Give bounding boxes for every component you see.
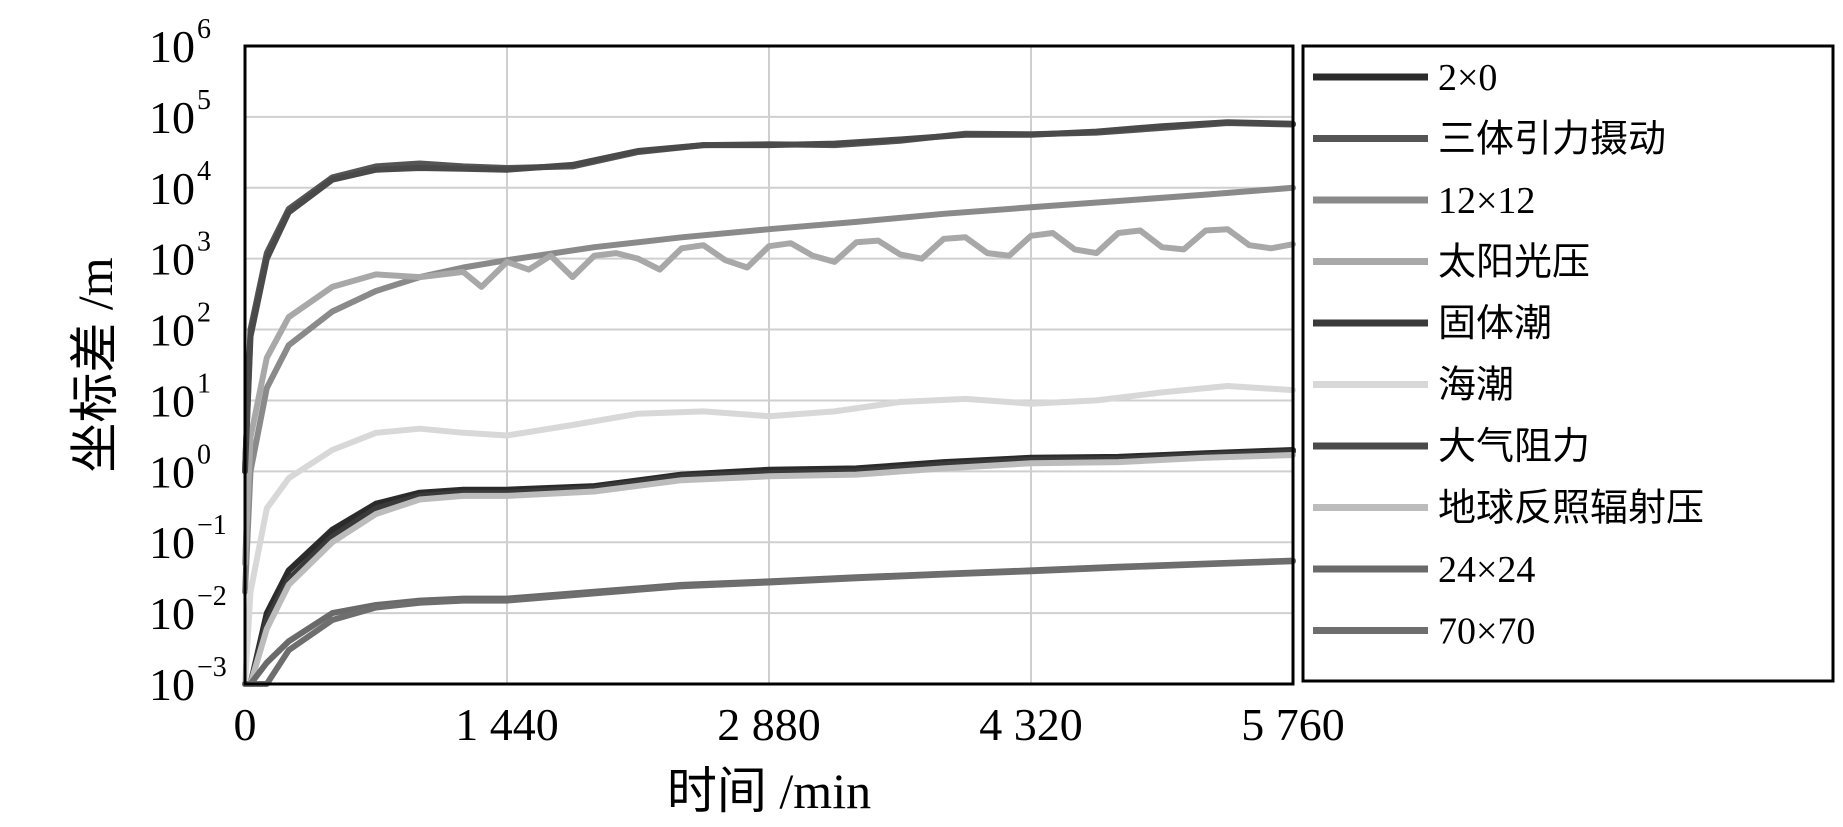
legend-frame <box>1301 44 1835 683</box>
legend-label: 24×24 <box>1438 549 1535 591</box>
y-tick-base: 10 <box>149 517 195 568</box>
y-tick-base: 10 <box>149 375 195 426</box>
legend-label: 海潮 <box>1438 365 1514 407</box>
x-tick-label: 5 760 <box>1241 699 1345 750</box>
y-tick-exponent: −1 <box>197 510 227 541</box>
y-tick-exponent: 5 <box>197 85 211 116</box>
series-line-4 <box>242 226 1296 567</box>
y-tick-base: 10 <box>149 234 195 285</box>
legend-label: 地球反照辐射压 <box>1438 488 1704 530</box>
y-tick-exponent: −3 <box>197 652 227 683</box>
legend-entry: 70×70 <box>1313 611 1535 653</box>
y-tick-base: 10 <box>149 659 195 710</box>
legend-entry: 固体潮 <box>1313 303 1552 345</box>
x-tick-label: 0 <box>234 699 257 750</box>
y-tick-label: 10 5 <box>149 85 211 143</box>
series-line-8 <box>242 452 1296 687</box>
y-tick-label: 10 −2 <box>149 581 227 639</box>
y-tick-exponent: 1 <box>197 368 211 399</box>
legend-entry: 三体引力摄动 <box>1313 119 1666 161</box>
y-tick-exponent: 6 <box>197 14 211 45</box>
series-line-10 <box>242 558 1296 687</box>
legend-label: 固体潮 <box>1438 303 1552 345</box>
y-tick-label: 10 3 <box>149 227 211 285</box>
y-tick-exponent: 0 <box>197 439 211 470</box>
y-tick-exponent: 3 <box>197 227 211 258</box>
y-tick-label: 10 1 <box>149 368 211 426</box>
y-tick-label: 10 0 <box>149 439 211 497</box>
y-tick-label: 10 6 <box>149 14 211 72</box>
series-lines <box>242 119 1296 687</box>
y-tick-base: 10 <box>149 446 195 497</box>
x-axis-label: 时间 /min <box>667 763 871 819</box>
y-tick-label: 10 4 <box>149 156 211 214</box>
y-tick-base: 10 <box>149 21 195 72</box>
legend-label: 三体引力摄动 <box>1438 119 1666 161</box>
series-line-7 <box>242 119 1296 475</box>
series-line-6 <box>242 383 1296 687</box>
legend-label: 太阳光压 <box>1438 242 1590 284</box>
legend-entry: 太阳光压 <box>1313 242 1590 284</box>
y-tick-label: 10 −1 <box>149 510 227 568</box>
legend-label: 70×70 <box>1438 611 1535 653</box>
legend-label: 12×12 <box>1438 180 1535 222</box>
y-tick-exponent: 2 <box>197 298 211 329</box>
y-tick-exponent: −2 <box>197 581 227 612</box>
legend-entry: 12×12 <box>1313 180 1535 222</box>
y-tick-base: 10 <box>149 305 195 356</box>
x-tick-label: 4 320 <box>979 699 1083 750</box>
y-tick-exponent: 4 <box>197 156 211 187</box>
y-tick-label: 10 −3 <box>149 652 227 710</box>
x-tick-labels: 0 1 440 2 880 4 320 5 760 <box>234 699 1345 750</box>
x-tick-label: 2 880 <box>717 699 821 750</box>
legend-entry: 2×0 <box>1313 57 1497 99</box>
legend-label: 大气阻力 <box>1438 426 1590 468</box>
y-tick-label: 10 2 <box>149 298 211 356</box>
legend-entry: 大气阻力 <box>1313 426 1590 468</box>
plot-frame <box>243 44 1295 686</box>
y-tick-base: 10 <box>149 588 195 639</box>
legend-entry: 24×24 <box>1313 549 1535 591</box>
legend-label: 2×0 <box>1438 57 1497 99</box>
y-tick-base: 10 <box>149 92 195 143</box>
legend-entry: 地球反照辐射压 <box>1313 488 1704 530</box>
legend-entry: 海潮 <box>1313 365 1514 407</box>
y-tick-base: 10 <box>149 163 195 214</box>
y-axis-label: 坐标差 /m <box>67 257 123 472</box>
x-tick-label: 1 440 <box>455 699 559 750</box>
